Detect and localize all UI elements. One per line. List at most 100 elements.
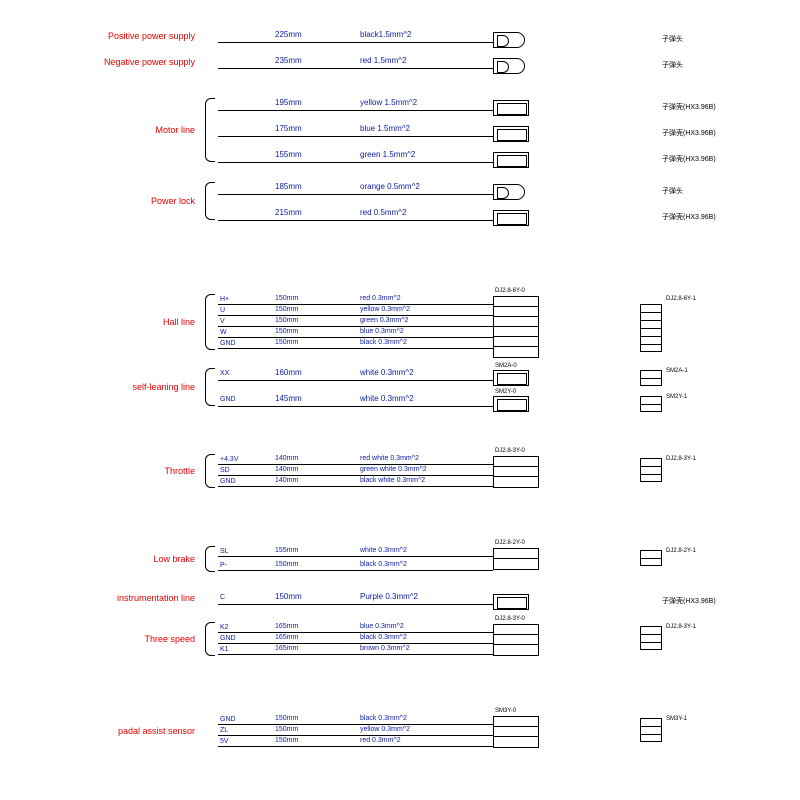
wire-line — [218, 724, 493, 725]
wire-length: 155mm — [275, 150, 302, 159]
wire-length: 150mm — [275, 339, 298, 346]
group-label: Positive power supply — [80, 31, 195, 41]
wire-desc: orange 0.5mm^2 — [360, 182, 420, 191]
mate-connector-label: DJ2.8-3Y-1 — [666, 456, 696, 462]
wire-line — [218, 632, 493, 633]
mate-connector-label: SM3Y-1 — [666, 716, 687, 722]
wire-length: 150mm — [275, 328, 298, 335]
wire-desc: yellow 1.5mm^2 — [360, 98, 417, 107]
connector-annotation: 子弹壳(HX3.96B) — [662, 128, 716, 138]
mate-connector-icon — [640, 626, 662, 650]
wire-length: 165mm — [275, 623, 298, 630]
wire-line — [218, 326, 493, 327]
pin-label: GND — [220, 716, 236, 723]
group-label: Three speed — [80, 634, 195, 644]
mate-connector-label: DJ2.8-3Y-1 — [666, 624, 696, 630]
wire-length: 175mm — [275, 124, 302, 133]
mate-connector-icon — [640, 370, 662, 386]
bracket — [205, 98, 215, 162]
connector-icon — [493, 100, 529, 116]
wire-desc: black 0.3mm^2 — [360, 634, 407, 641]
connector-annotation: 子弹壳(HX3.96B) — [662, 212, 716, 222]
connector-icon — [493, 624, 539, 656]
mate-connector-label: SM2Y-1 — [666, 394, 687, 400]
connector-annotation: 子弹头 — [662, 186, 683, 196]
wire-line — [218, 556, 493, 557]
connector-icon — [493, 396, 529, 412]
group-label: instrumentation line — [80, 593, 195, 603]
wire-desc: white 0.3mm^2 — [360, 547, 407, 554]
mate-connector-icon — [640, 304, 662, 352]
pin-label: ZL — [220, 727, 228, 734]
wire-desc: black1.5mm^2 — [360, 30, 411, 39]
connector-icon — [493, 296, 539, 358]
wire-desc: green white 0.3mm^2 — [360, 466, 427, 473]
wire-desc: black white 0.3mm^2 — [360, 477, 425, 484]
wire-length: 185mm — [275, 182, 302, 191]
connector-label: SM3Y-0 — [495, 708, 516, 714]
wire-line — [218, 315, 493, 316]
group-label: Negative power supply — [80, 57, 195, 67]
wire-desc: white 0.3mm^2 — [360, 368, 414, 377]
connector-icon — [493, 32, 525, 48]
bracket — [205, 546, 215, 572]
group-label: Low brake — [80, 554, 195, 564]
pin-label: K1 — [220, 646, 229, 653]
wire-line — [218, 406, 493, 407]
wire-length: 150mm — [275, 306, 298, 313]
pin-label: U — [220, 307, 225, 314]
connector-annotation: 子弹壳(HX3.96B) — [662, 154, 716, 164]
pin-label: SD — [220, 467, 230, 474]
pin-label: W — [220, 329, 227, 336]
connector-icon — [493, 210, 529, 226]
connector-annotation: 子弹壳(HX3.96B) — [662, 596, 716, 606]
wire-length: 235mm — [275, 56, 302, 65]
wire-line — [218, 486, 493, 487]
wire-length: 160mm — [275, 368, 302, 377]
wire-length: 150mm — [275, 295, 298, 302]
connector-icon — [493, 152, 529, 168]
wire-line — [218, 746, 493, 747]
connector-label: DJ2.8-6Y-0 — [495, 288, 525, 294]
group-label: Motor line — [80, 125, 195, 135]
connector-annotation: 子弹头 — [662, 34, 683, 44]
wire-length: 140mm — [275, 477, 298, 484]
connector-label: SM2Y-0 — [495, 389, 516, 395]
wire-line — [218, 304, 493, 305]
wire-desc: blue 1.5mm^2 — [360, 124, 410, 133]
wire-desc: black 0.3mm^2 — [360, 561, 407, 568]
wire-length: 165mm — [275, 634, 298, 641]
wire-line — [218, 162, 493, 163]
pin-label: H+ — [220, 296, 229, 303]
wire-line — [218, 643, 493, 644]
pin-label: GND — [220, 635, 236, 642]
wire-line — [218, 220, 493, 221]
connector-icon — [493, 370, 529, 386]
wire-line — [218, 68, 493, 69]
wire-length: 165mm — [275, 645, 298, 652]
wire-line — [218, 110, 493, 111]
wire-length: 155mm — [275, 547, 298, 554]
pin-label: 5V — [220, 738, 229, 745]
group-label: Hall line — [80, 317, 195, 327]
wire-length: 150mm — [275, 737, 298, 744]
wire-line — [218, 194, 493, 195]
wire-line — [218, 42, 493, 43]
wire-line — [218, 570, 493, 571]
pin-label: SL — [220, 548, 229, 555]
wire-length: 145mm — [275, 394, 302, 403]
wire-line — [218, 735, 493, 736]
connector-annotation: 子弹头 — [662, 60, 683, 70]
wire-line — [218, 348, 493, 349]
bracket — [205, 368, 215, 406]
wire-desc: yellow 0.3mm^2 — [360, 306, 410, 313]
mate-connector-icon — [640, 396, 662, 412]
connector-icon — [493, 456, 539, 488]
wire-line — [218, 654, 493, 655]
pin-label: GND — [220, 396, 236, 403]
wire-desc: red 0.5mm^2 — [360, 208, 406, 217]
wire-desc: blue 0.3mm^2 — [360, 623, 404, 630]
mate-connector-icon — [640, 718, 662, 742]
wire-length: 215mm — [275, 208, 302, 217]
wire-line — [218, 604, 493, 605]
